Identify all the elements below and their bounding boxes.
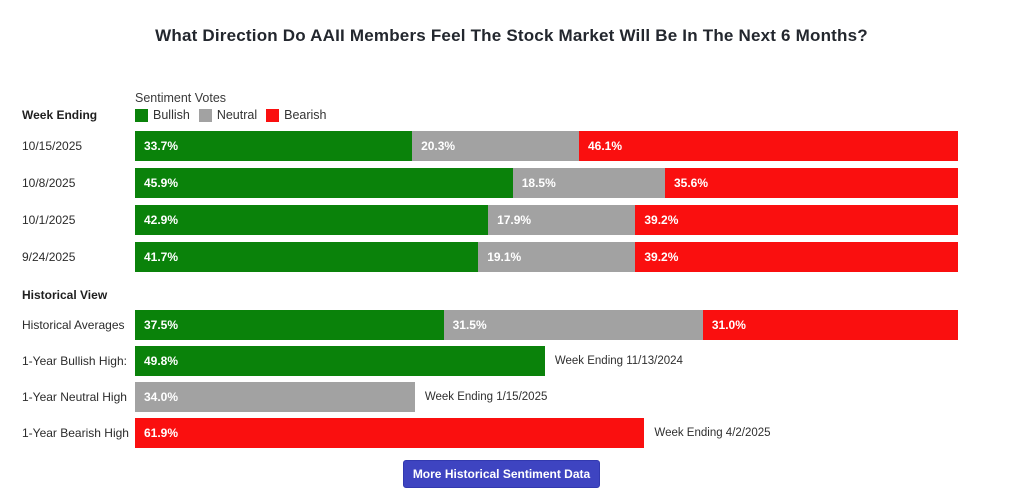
bar-value-label: 35.6% xyxy=(674,176,709,190)
bar-segment-neutral: 20.3% xyxy=(412,131,579,161)
row-label: 10/1/2025 xyxy=(22,213,76,227)
row-label: 1-Year Bearish High xyxy=(22,426,129,440)
bullish-swatch-icon xyxy=(135,108,148,122)
bar-value-label: 31.0% xyxy=(711,318,746,332)
sentiment-bar: 42.9% 17.9% 39.2% xyxy=(135,205,958,235)
week-ending-header: Week Ending xyxy=(22,108,98,122)
historical-view-header: Historical View xyxy=(22,288,108,302)
bar-value-label: 39.2% xyxy=(644,213,679,227)
bar-value-label: 41.7% xyxy=(144,250,179,264)
bearish-swatch-icon xyxy=(266,108,280,122)
bar-segment-bearish: 31.0% xyxy=(702,310,958,340)
legend-label-bearish: Bearish xyxy=(284,108,327,122)
legend: Bullish Neutral Bearish xyxy=(135,108,327,122)
sentiment-bar: 33.7% 20.3% 46.1% xyxy=(135,131,959,161)
legend-title: Sentiment Votes xyxy=(135,91,227,105)
legend-item-bearish: Bearish xyxy=(266,108,327,122)
bar-segment-neutral: 31.5% xyxy=(443,310,703,340)
legend-item-bullish: Bullish xyxy=(135,108,190,122)
row-label: 10/8/2025 xyxy=(22,176,76,190)
sentiment-bar: 41.7% 19.1% 39.2% xyxy=(135,242,958,272)
neutral-swatch-icon xyxy=(198,108,212,122)
bar-segment-bullish: 41.7% xyxy=(135,242,479,272)
row-label: Historical Averages xyxy=(22,318,125,332)
bar-segment-bearish: 39.2% xyxy=(635,205,958,235)
bar-value-label: 20.3% xyxy=(421,139,456,153)
legend-label-neutral: Neutral xyxy=(216,108,258,122)
bar-value-label: 18.5% xyxy=(521,176,556,190)
bar-segment-neutral: 17.9% xyxy=(488,205,636,235)
bar-value-label: 45.9% xyxy=(144,176,179,190)
bar-segment-bullish: 42.9% xyxy=(135,205,489,235)
sentiment-bar: 61.9% xyxy=(135,418,958,448)
bar-segment-bearish: 39.2% xyxy=(635,242,958,272)
row-label: 1-Year Bullish High: xyxy=(22,354,127,368)
bar-value-label: 19.1% xyxy=(487,250,522,264)
bar-segment-bearish: 61.9% xyxy=(135,418,645,448)
row-label: 9/24/2025 xyxy=(22,250,76,264)
bar-segment-bullish: 49.8% xyxy=(135,346,545,376)
row-label: 1-Year Neutral High xyxy=(22,390,127,404)
bar-value-label: 46.1% xyxy=(587,139,623,153)
bar-segment-bullish: 33.7% xyxy=(135,131,413,161)
more-historical-sentiment-data-button[interactable]: More Historical Sentiment Data xyxy=(403,460,600,488)
sentiment-bar: 34.0% xyxy=(135,382,958,412)
sentiment-bar: 45.9% 18.5% 35.6% xyxy=(135,168,958,198)
bar-annotation: Week Ending 1/15/2025 xyxy=(424,391,548,403)
bar-segment-bullish: 37.5% xyxy=(135,310,444,340)
row-label: 10/15/2025 xyxy=(22,139,83,153)
bar-segment-neutral: 34.0% xyxy=(135,382,415,412)
bar-value-label: 61.9% xyxy=(144,426,179,440)
bar-segment-neutral: 19.1% xyxy=(478,242,636,272)
bar-value-label: 34.0% xyxy=(144,390,179,404)
page-title: What Direction Do AAII Members Feel The … xyxy=(155,26,868,45)
bar-annotation: Week Ending 11/13/2024 xyxy=(554,355,683,367)
bar-segment-bearish: 46.1% xyxy=(578,131,959,161)
bar-value-label: 42.9% xyxy=(144,213,179,227)
sentiment-bar: 49.8% xyxy=(135,346,958,376)
bar-value-label: 39.2% xyxy=(644,250,679,264)
bar-value-label: 31.5% xyxy=(452,318,487,332)
bar-value-label: 37.5% xyxy=(144,318,179,332)
bar-value-label: 17.9% xyxy=(497,213,532,227)
sentiment-bar: 37.5% 31.5% 31.0% xyxy=(135,310,958,340)
legend-label-bullish: Bullish xyxy=(153,108,190,122)
bar-segment-bearish: 35.6% xyxy=(665,168,958,198)
bar-annotation: Week Ending 4/2/2025 xyxy=(654,427,771,439)
bar-value-label: 49.8% xyxy=(144,354,179,368)
legend-item-neutral: Neutral xyxy=(198,108,258,122)
bar-segment-neutral: 18.5% xyxy=(512,168,665,198)
bar-segment-bullish: 45.9% xyxy=(135,168,513,198)
bar-value-label: 33.7% xyxy=(144,139,179,153)
